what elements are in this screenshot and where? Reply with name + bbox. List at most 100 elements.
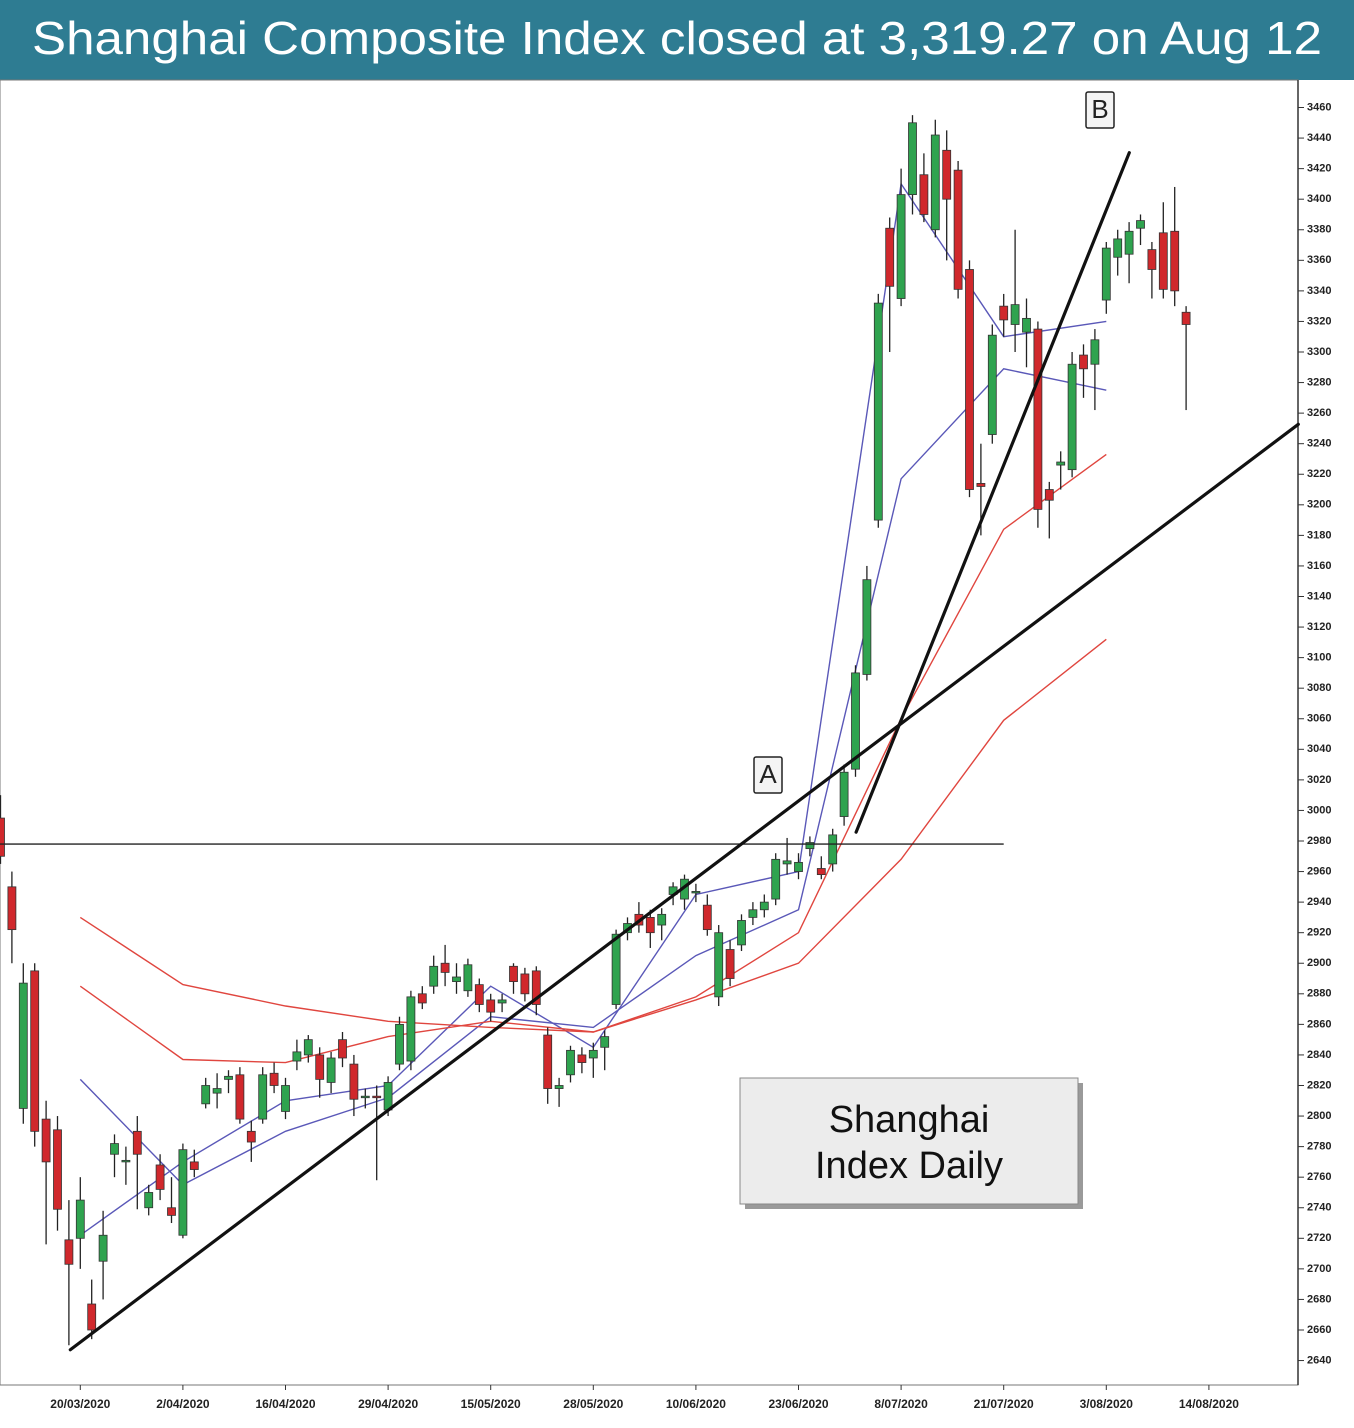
candle-body bbox=[1022, 317, 1031, 333]
candle-body bbox=[75, 1199, 85, 1239]
candle-body bbox=[531, 970, 541, 1005]
candle-body bbox=[919, 174, 929, 215]
candle-body bbox=[372, 1095, 382, 1099]
y-tick-label: 2840 bbox=[1307, 1049, 1331, 1061]
candle-body bbox=[235, 1074, 245, 1120]
x-tick-label: 28/05/2020 bbox=[563, 1397, 623, 1411]
trend-label-box bbox=[1085, 91, 1115, 129]
candle-body bbox=[349, 1063, 359, 1100]
y-tick-label: 2940 bbox=[1307, 896, 1331, 908]
y-tick-label: 3360 bbox=[1307, 254, 1331, 266]
candle-body bbox=[167, 1207, 176, 1216]
candle-body bbox=[588, 1049, 598, 1059]
candle-body bbox=[566, 1049, 575, 1076]
candle-body bbox=[1136, 220, 1145, 229]
trend-label: A bbox=[759, 759, 777, 789]
candle-body bbox=[1067, 363, 1077, 471]
candle-body bbox=[121, 1159, 131, 1163]
x-tick-label: 23/06/2020 bbox=[768, 1397, 828, 1411]
title-bar bbox=[0, 0, 1354, 80]
candle-body bbox=[258, 1074, 268, 1120]
x-tick-label: 2/04/2020 bbox=[156, 1397, 210, 1411]
candle-body bbox=[520, 973, 530, 995]
candle-body bbox=[645, 917, 655, 934]
trend-line bbox=[854, 151, 1131, 834]
y-tick-label: 2880 bbox=[1307, 988, 1331, 1000]
x-tick-label: 16/04/2020 bbox=[255, 1397, 315, 1411]
candle-body bbox=[1079, 354, 1088, 370]
candle-body bbox=[1147, 249, 1157, 270]
y-tick-label: 3380 bbox=[1307, 224, 1331, 236]
candle-body bbox=[269, 1072, 279, 1086]
y-tick-label: 2640 bbox=[1307, 1354, 1331, 1366]
x-tick-label: 20/03/2020 bbox=[50, 1397, 110, 1411]
candle-body bbox=[429, 965, 439, 987]
candle-body bbox=[178, 1149, 188, 1236]
y-tick-label: 2680 bbox=[1307, 1293, 1331, 1305]
candle-body bbox=[201, 1085, 211, 1105]
candle-body bbox=[30, 970, 40, 1132]
x-tick-label: 21/07/2020 bbox=[974, 1397, 1034, 1411]
candle-body bbox=[1090, 339, 1100, 365]
y-tick-label: 3040 bbox=[1307, 743, 1331, 755]
candles bbox=[0, 115, 1191, 1346]
candle-body bbox=[725, 949, 735, 979]
candle-body bbox=[452, 976, 461, 982]
y-tick-label: 3400 bbox=[1307, 193, 1331, 205]
y-tick-label: 2740 bbox=[1307, 1202, 1331, 1214]
trend-label: B bbox=[1091, 94, 1108, 124]
candle-body bbox=[885, 227, 895, 287]
candle-body bbox=[1010, 304, 1020, 325]
candle-body bbox=[395, 1023, 404, 1065]
candle-body bbox=[110, 1143, 119, 1155]
y-tick-label: 3260 bbox=[1307, 407, 1331, 419]
candle-body bbox=[942, 149, 952, 200]
candle-body bbox=[1124, 230, 1134, 255]
candle-body bbox=[486, 999, 496, 1013]
candle-body bbox=[896, 194, 906, 299]
candle-body bbox=[987, 334, 997, 435]
candle-body bbox=[999, 305, 1009, 321]
x-tick-label: 8/07/2020 bbox=[874, 1397, 928, 1411]
candle-body bbox=[303, 1039, 313, 1056]
moving-average-line bbox=[79, 638, 1107, 1033]
candle-body bbox=[805, 842, 815, 850]
x-tick-label: 3/08/2020 bbox=[1080, 1397, 1134, 1411]
y-tick-label: 3160 bbox=[1307, 560, 1331, 572]
candle-body bbox=[406, 996, 416, 1062]
candle-body bbox=[657, 913, 667, 926]
y-tick-label: 3300 bbox=[1307, 346, 1331, 358]
candle-body bbox=[18, 982, 28, 1109]
y-tick-label: 3000 bbox=[1307, 804, 1331, 816]
candle-body bbox=[543, 1034, 553, 1089]
candle-body bbox=[1033, 328, 1043, 510]
candle-body bbox=[702, 904, 712, 931]
y-tick-label: 2960 bbox=[1307, 865, 1331, 877]
x-tick-label: 15/05/2020 bbox=[461, 1397, 521, 1411]
y-tick-label: 3140 bbox=[1307, 590, 1331, 602]
y-tick-label: 2700 bbox=[1307, 1263, 1331, 1275]
candle-body bbox=[965, 269, 974, 490]
y-tick-label: 2660 bbox=[1307, 1324, 1331, 1336]
candle-body bbox=[246, 1130, 256, 1143]
candle-body bbox=[976, 483, 986, 487]
y-tick-label: 2820 bbox=[1307, 1079, 1331, 1091]
candle-body bbox=[794, 861, 803, 872]
candle-body bbox=[315, 1054, 325, 1080]
candle-body bbox=[1181, 311, 1191, 325]
x-tick-label: 10/06/2020 bbox=[666, 1397, 726, 1411]
y-tick-label: 3060 bbox=[1307, 713, 1331, 725]
candle-body bbox=[862, 579, 872, 675]
y-tick-label: 3020 bbox=[1307, 774, 1331, 786]
candle-body bbox=[1158, 232, 1168, 290]
candle-body bbox=[748, 909, 758, 918]
y-tick-label: 3460 bbox=[1307, 101, 1331, 113]
candle-body bbox=[155, 1164, 165, 1190]
candle-body bbox=[497, 999, 507, 1004]
trend-label-box bbox=[753, 756, 783, 794]
y-tick-label: 3440 bbox=[1307, 132, 1331, 144]
y-tick-label: 2920 bbox=[1307, 927, 1331, 939]
candle-body bbox=[554, 1085, 564, 1089]
